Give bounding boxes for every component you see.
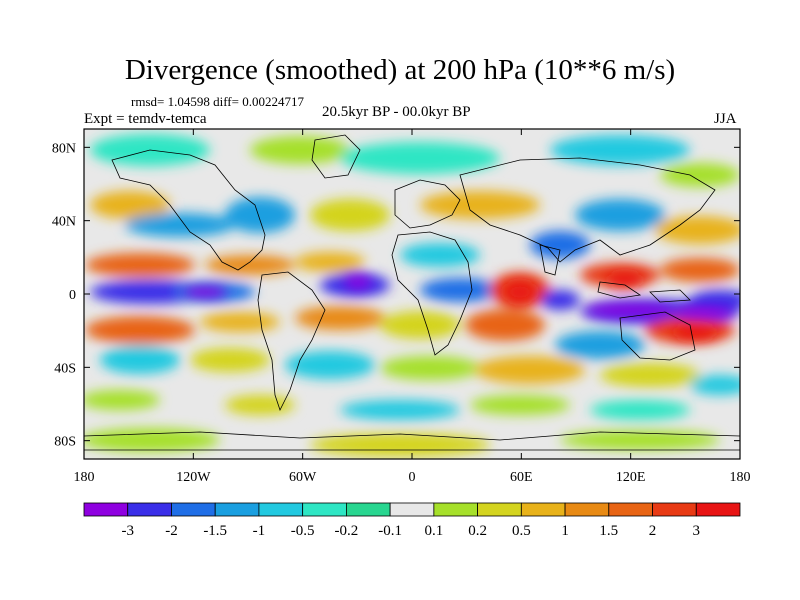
rmsd-stats: rmsd= 1.04598 diff= 0.00224717 [131,94,304,109]
colorbar-swatch [564,502,610,517]
colorbar-label: 1 [561,523,569,539]
lon-tick-label: 60W [289,470,317,485]
colorbar-swatch [83,502,129,517]
colorbar-label: -0.1 [378,523,402,539]
colorbar-swatch [652,502,697,517]
colorbar-swatch [695,502,741,517]
colorbar-label: -0.2 [335,523,359,539]
colorbar-label: 0.2 [468,523,487,539]
colorbar-swatch [258,502,304,517]
colorbar-swatch [520,502,566,517]
lat-tick-label: 40N [52,215,76,230]
lat-tick-label: 0 [69,288,76,303]
lon-tick-label: 0 [409,470,416,485]
colorbar-label: 0.5 [512,523,531,539]
map-title: Divergence (smoothed) at 200 hPa (10**6 … [124,54,676,86]
colorbar: -3 -2 -1.5 -1 -0.5 -0.2 -0.1 0.1 0.2 0.5 1 1.5 2 3 [83,502,741,539]
colorbar-swatch [302,502,347,517]
colorbar-label: 1.5 [599,523,618,539]
colorbar-label: -1.5 [203,523,227,539]
experiment-label: Expt = temdv-temca [84,111,207,127]
lat-tick-label: 40S [54,361,76,376]
divergence-field [84,129,740,459]
axis-ticks: 80N 40N 0 40S 80S 180 120W 60W 0 60E 120E 180 [52,129,751,485]
coastlines [84,134,740,451]
colorbar-label: 3 [693,523,701,539]
lat-tick-label: 80S [54,435,76,450]
colorbar-label: 2 [649,523,657,539]
lon-tick-label: 120W [176,470,211,485]
colorbar-swatch [433,502,479,517]
colorbar-swatch [477,502,522,517]
colorbar-label: -1 [253,523,266,539]
colorbar-swatch [389,502,435,517]
lon-tick-label: 120E [616,470,646,485]
colorbar-label: 0.1 [424,523,443,539]
colorbar-swatch [127,502,172,517]
lat-tick-label: 80N [52,141,76,156]
colorbar-swatch [171,502,216,517]
lon-tick-label: 180 [730,470,751,485]
colorbar-label: -0.5 [291,523,315,539]
period-label: 20.5kyr BP - 00.0kyr BP [322,104,471,120]
colorbar-swatch [608,502,653,517]
lon-tick-label: 180 [74,470,95,485]
colorbar-label: -3 [121,523,134,539]
season-label: JJA [714,111,737,127]
colorbar-swatch [345,502,391,517]
lon-tick-label: 60E [510,470,533,485]
colorbar-label: -2 [165,523,178,539]
colorbar-swatch [214,502,260,517]
